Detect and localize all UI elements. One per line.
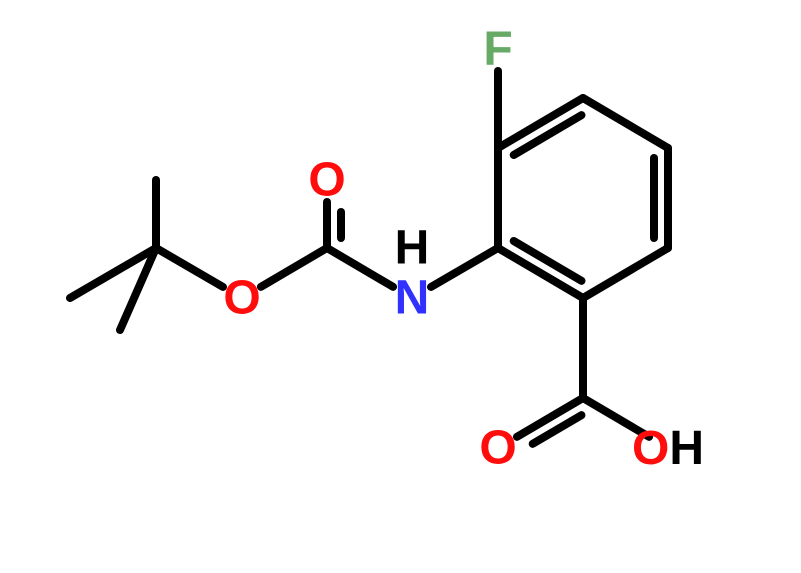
bond — [261, 248, 327, 287]
bond — [156, 248, 223, 287]
atom-label-n: N — [395, 272, 430, 325]
atom-label-o: OH — [632, 422, 704, 475]
atom-label-h: H — [395, 222, 430, 275]
atom-label-o: O — [479, 422, 516, 475]
atom-label-o: O — [308, 154, 345, 207]
atom-label-f: F — [483, 23, 512, 76]
bond — [431, 248, 498, 287]
atom-label-o: O — [223, 272, 260, 325]
bond — [583, 98, 668, 148]
molecule-diagram: FOOHNHOO — [0, 0, 801, 573]
bond — [327, 248, 393, 287]
bond — [583, 248, 668, 298]
